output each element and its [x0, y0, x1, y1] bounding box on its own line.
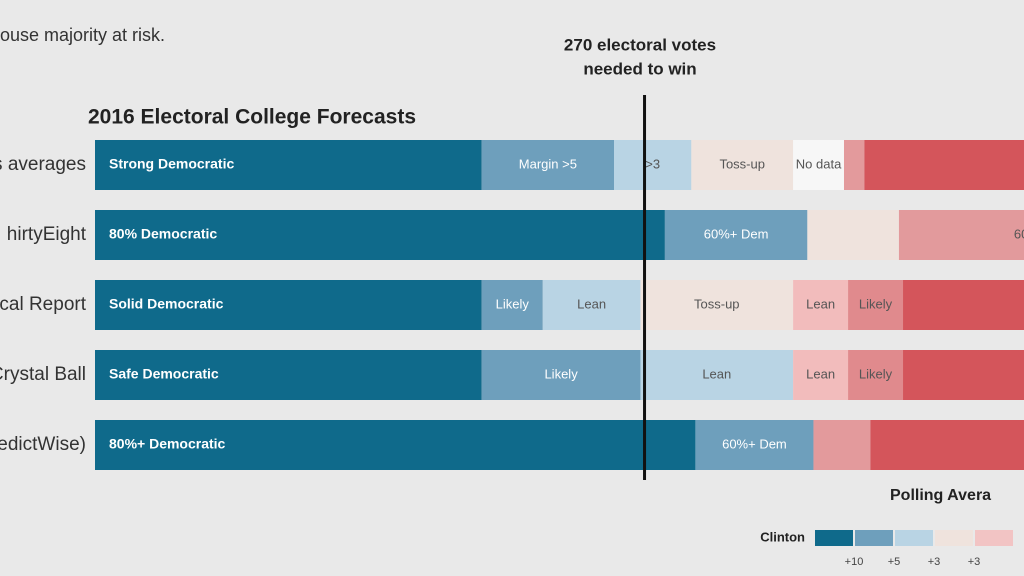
legend-swatch — [975, 530, 1013, 546]
segment — [95, 140, 482, 190]
segment — [903, 280, 1024, 330]
segment-label: Toss-up — [694, 296, 740, 311]
chart-title: 2016 Electoral College Forecasts — [88, 106, 416, 129]
segment-label: >3 — [645, 156, 660, 171]
row-label: Crystal Ball — [0, 364, 86, 385]
legend-tick-label: +5 — [888, 556, 901, 568]
row-label: rk Times averages — [0, 154, 86, 175]
segment — [640, 280, 794, 330]
segment-label: 60%+ Rep — [1014, 226, 1024, 241]
legend-swatch — [935, 530, 973, 546]
segment-label: Toss-up — [719, 156, 765, 171]
segment — [813, 420, 871, 470]
segment-label: 60%+ Dem — [722, 436, 787, 451]
segment — [542, 280, 641, 330]
segment — [481, 350, 641, 400]
segment-label: Margin >5 — [519, 156, 577, 171]
segment-label: 80%+ Democratic — [109, 436, 226, 452]
segment-label: Likely — [859, 296, 893, 311]
segment-label: Lean — [702, 366, 731, 381]
segment — [614, 140, 692, 190]
legend-tick-label: +10 — [845, 556, 864, 568]
segment — [695, 420, 814, 470]
segment-label: Likely — [496, 296, 530, 311]
row-label: arket Odds (PredictWise) — [0, 434, 86, 455]
segment — [95, 280, 482, 330]
segment — [793, 140, 844, 190]
segment — [793, 350, 849, 400]
segment — [898, 210, 1024, 260]
segment-label: Lean — [806, 296, 835, 311]
row-label: hirtyEight — [7, 224, 87, 245]
segment-label: Strong Democratic — [109, 156, 234, 172]
segment-label: Lean — [806, 366, 835, 381]
segment — [870, 420, 1024, 470]
segment — [481, 280, 543, 330]
segment-label: Likely — [544, 366, 578, 381]
segment — [903, 350, 1024, 400]
segment — [793, 280, 849, 330]
legend-swatch — [855, 530, 893, 546]
legend-title: Polling Avera — [890, 487, 991, 504]
segment — [95, 350, 482, 400]
row-label: cal Report — [0, 294, 87, 315]
legend-swatch — [895, 530, 933, 546]
segment — [640, 350, 794, 400]
segment-label: 80% Democratic — [109, 226, 217, 242]
segment-label: Likely — [859, 366, 893, 381]
segment-label: Safe Democratic — [109, 366, 219, 382]
legend-left-label: Clinton — [760, 529, 805, 544]
segment — [843, 140, 865, 190]
segment — [691, 140, 794, 190]
segment — [848, 350, 904, 400]
segment — [848, 280, 904, 330]
header-text: ouse majority at risk. — [0, 25, 165, 45]
segment — [864, 140, 1024, 190]
segment — [95, 420, 696, 470]
annotation: needed to win — [583, 59, 696, 78]
annotation: 270 electoral votes — [564, 35, 716, 54]
segment-label: No data — [796, 156, 842, 171]
legend-tick-label: +3 — [928, 556, 941, 568]
segment-label: 60%+ Dem — [704, 226, 769, 241]
segment — [95, 210, 665, 260]
segment-label: Lean — [577, 296, 606, 311]
segment-label: Solid Democratic — [109, 296, 224, 312]
legend-swatch — [815, 530, 853, 546]
legend-tick-label: +3 — [968, 556, 981, 568]
segment — [481, 140, 615, 190]
segment — [807, 210, 899, 260]
segment — [664, 210, 808, 260]
